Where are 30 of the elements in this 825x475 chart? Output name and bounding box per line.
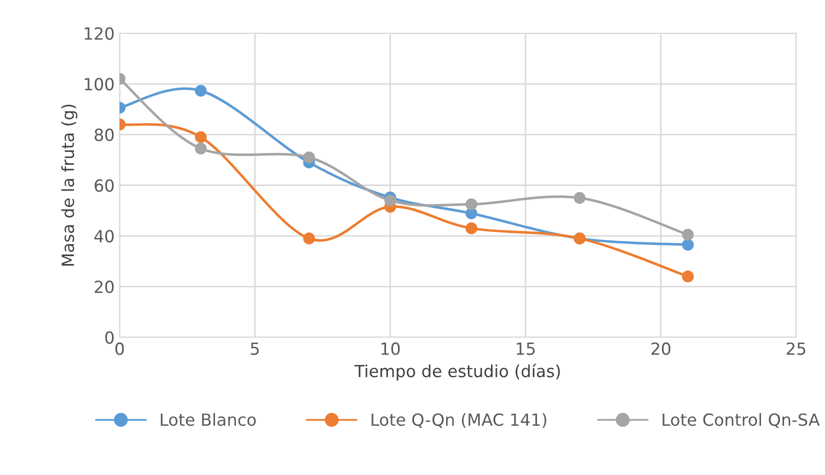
y-tick-label: 40 [94, 230, 114, 242]
x-axis-title: Tiempo de estudio (días) [354, 364, 560, 381]
y-tick-label: 20 [94, 280, 114, 294]
legend-label: Lote Control Qn-SA [662, 413, 820, 428]
point [466, 222, 478, 234]
x-tick-label: 10 [381, 342, 400, 356]
point [194, 131, 207, 144]
point [466, 198, 478, 210]
point [384, 194, 396, 206]
legend-label: Lote Blanco [160, 413, 256, 426]
x-tick-label: 15 [516, 342, 535, 356]
legend-label: Lote Q-Qn (MAC 141) [372, 413, 546, 428]
x-tick-label: 5 [250, 342, 259, 356]
y-tick-label: 80 [94, 128, 114, 142]
y-tick-label: 120 [84, 27, 114, 40]
y-tick-label: 0 [105, 331, 114, 344]
point [682, 238, 694, 251]
y-tick-label: 100 [84, 78, 114, 90]
x-tick-label: 0 [115, 342, 124, 356]
point [682, 228, 694, 241]
y-tick-label: 60 [94, 179, 114, 192]
point [303, 151, 315, 164]
x-tick-label: 20 [651, 342, 670, 356]
x-tick-label: 25 [786, 342, 806, 356]
point [574, 192, 586, 204]
point [194, 142, 207, 154]
y-axis-title: Masa de la fruta (g) [61, 104, 78, 266]
point [194, 84, 207, 97]
point [303, 232, 315, 244]
point [682, 270, 694, 282]
